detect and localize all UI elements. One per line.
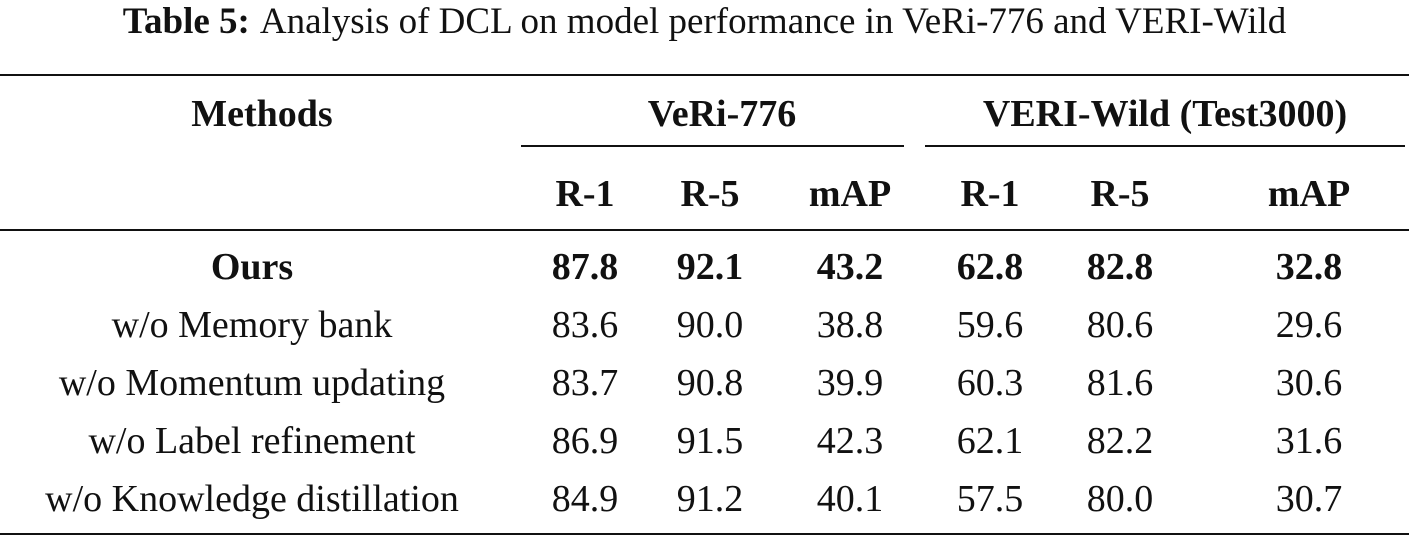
group2-rule	[925, 145, 1405, 147]
table-cell: 83.6	[551, 304, 619, 346]
subheader-veri776-map: mAP	[808, 173, 892, 215]
table-cell: 86.9	[551, 420, 619, 462]
table-caption: Table 5: Analysis of DCL on model perform…	[0, 2, 1409, 42]
table-cell: 82.2	[1086, 420, 1154, 462]
table-cell: 40.1	[816, 478, 884, 520]
table-cell: 91.2	[676, 478, 744, 520]
subheader-veri776-r-1: R-1	[555, 173, 615, 215]
table-cell: 43.2	[816, 246, 884, 288]
top-rule	[0, 74, 1409, 76]
table-cell: 30.6	[1275, 362, 1343, 404]
header-bottom-rule	[0, 229, 1409, 231]
table-cell: 31.6	[1275, 420, 1343, 462]
table-cell: 91.5	[676, 420, 744, 462]
table-cell: 84.9	[551, 478, 619, 520]
table-cell: 62.8	[956, 246, 1024, 288]
method-name: w/o Knowledge distillation	[45, 478, 459, 520]
table-cell: 60.3	[956, 362, 1024, 404]
table-cell: 83.7	[551, 362, 619, 404]
header-methods: Methods	[191, 93, 333, 135]
method-name: w/o Momentum updating	[58, 362, 446, 404]
table-cell: 82.8	[1086, 246, 1154, 288]
subheader-veriwild-map: mAP	[1267, 173, 1351, 215]
table-cell: 80.6	[1086, 304, 1154, 346]
subheader-veri776-r-5: R-5	[680, 173, 740, 215]
table-cell: 81.6	[1086, 362, 1154, 404]
table-cell: 38.8	[816, 304, 884, 346]
method-name: w/o Memory bank	[111, 304, 393, 346]
table-cell: 42.3	[816, 420, 884, 462]
caption-label: Table 5:	[122, 1, 250, 42]
table-cell: 87.8	[551, 246, 619, 288]
subheader-veriwild-r-1: R-1	[960, 173, 1020, 215]
header-group-veriwild: VERI-Wild (Test3000)	[982, 93, 1348, 135]
table-cell: 57.5	[956, 478, 1024, 520]
group1-rule	[521, 145, 904, 147]
table-cell: 59.6	[956, 304, 1024, 346]
table-cell: 39.9	[816, 362, 884, 404]
subheader-veriwild-r-5: R-5	[1090, 173, 1150, 215]
table-cell: 92.1	[676, 246, 744, 288]
caption-text: Analysis of DCL on model performance in …	[259, 1, 1287, 42]
table-cell: 29.6	[1275, 304, 1343, 346]
method-name: Ours	[210, 246, 294, 288]
table-cell: 62.1	[956, 420, 1024, 462]
table-cell: 30.7	[1275, 478, 1343, 520]
table-cell: 90.0	[676, 304, 744, 346]
method-name: w/o Label refinement	[88, 420, 416, 462]
table-cell: 32.8	[1275, 246, 1343, 288]
table-cell: 90.8	[676, 362, 744, 404]
header-group-veri776: VeRi-776	[647, 93, 797, 135]
table-cell: 80.0	[1086, 478, 1154, 520]
bottom-rule	[0, 533, 1409, 535]
